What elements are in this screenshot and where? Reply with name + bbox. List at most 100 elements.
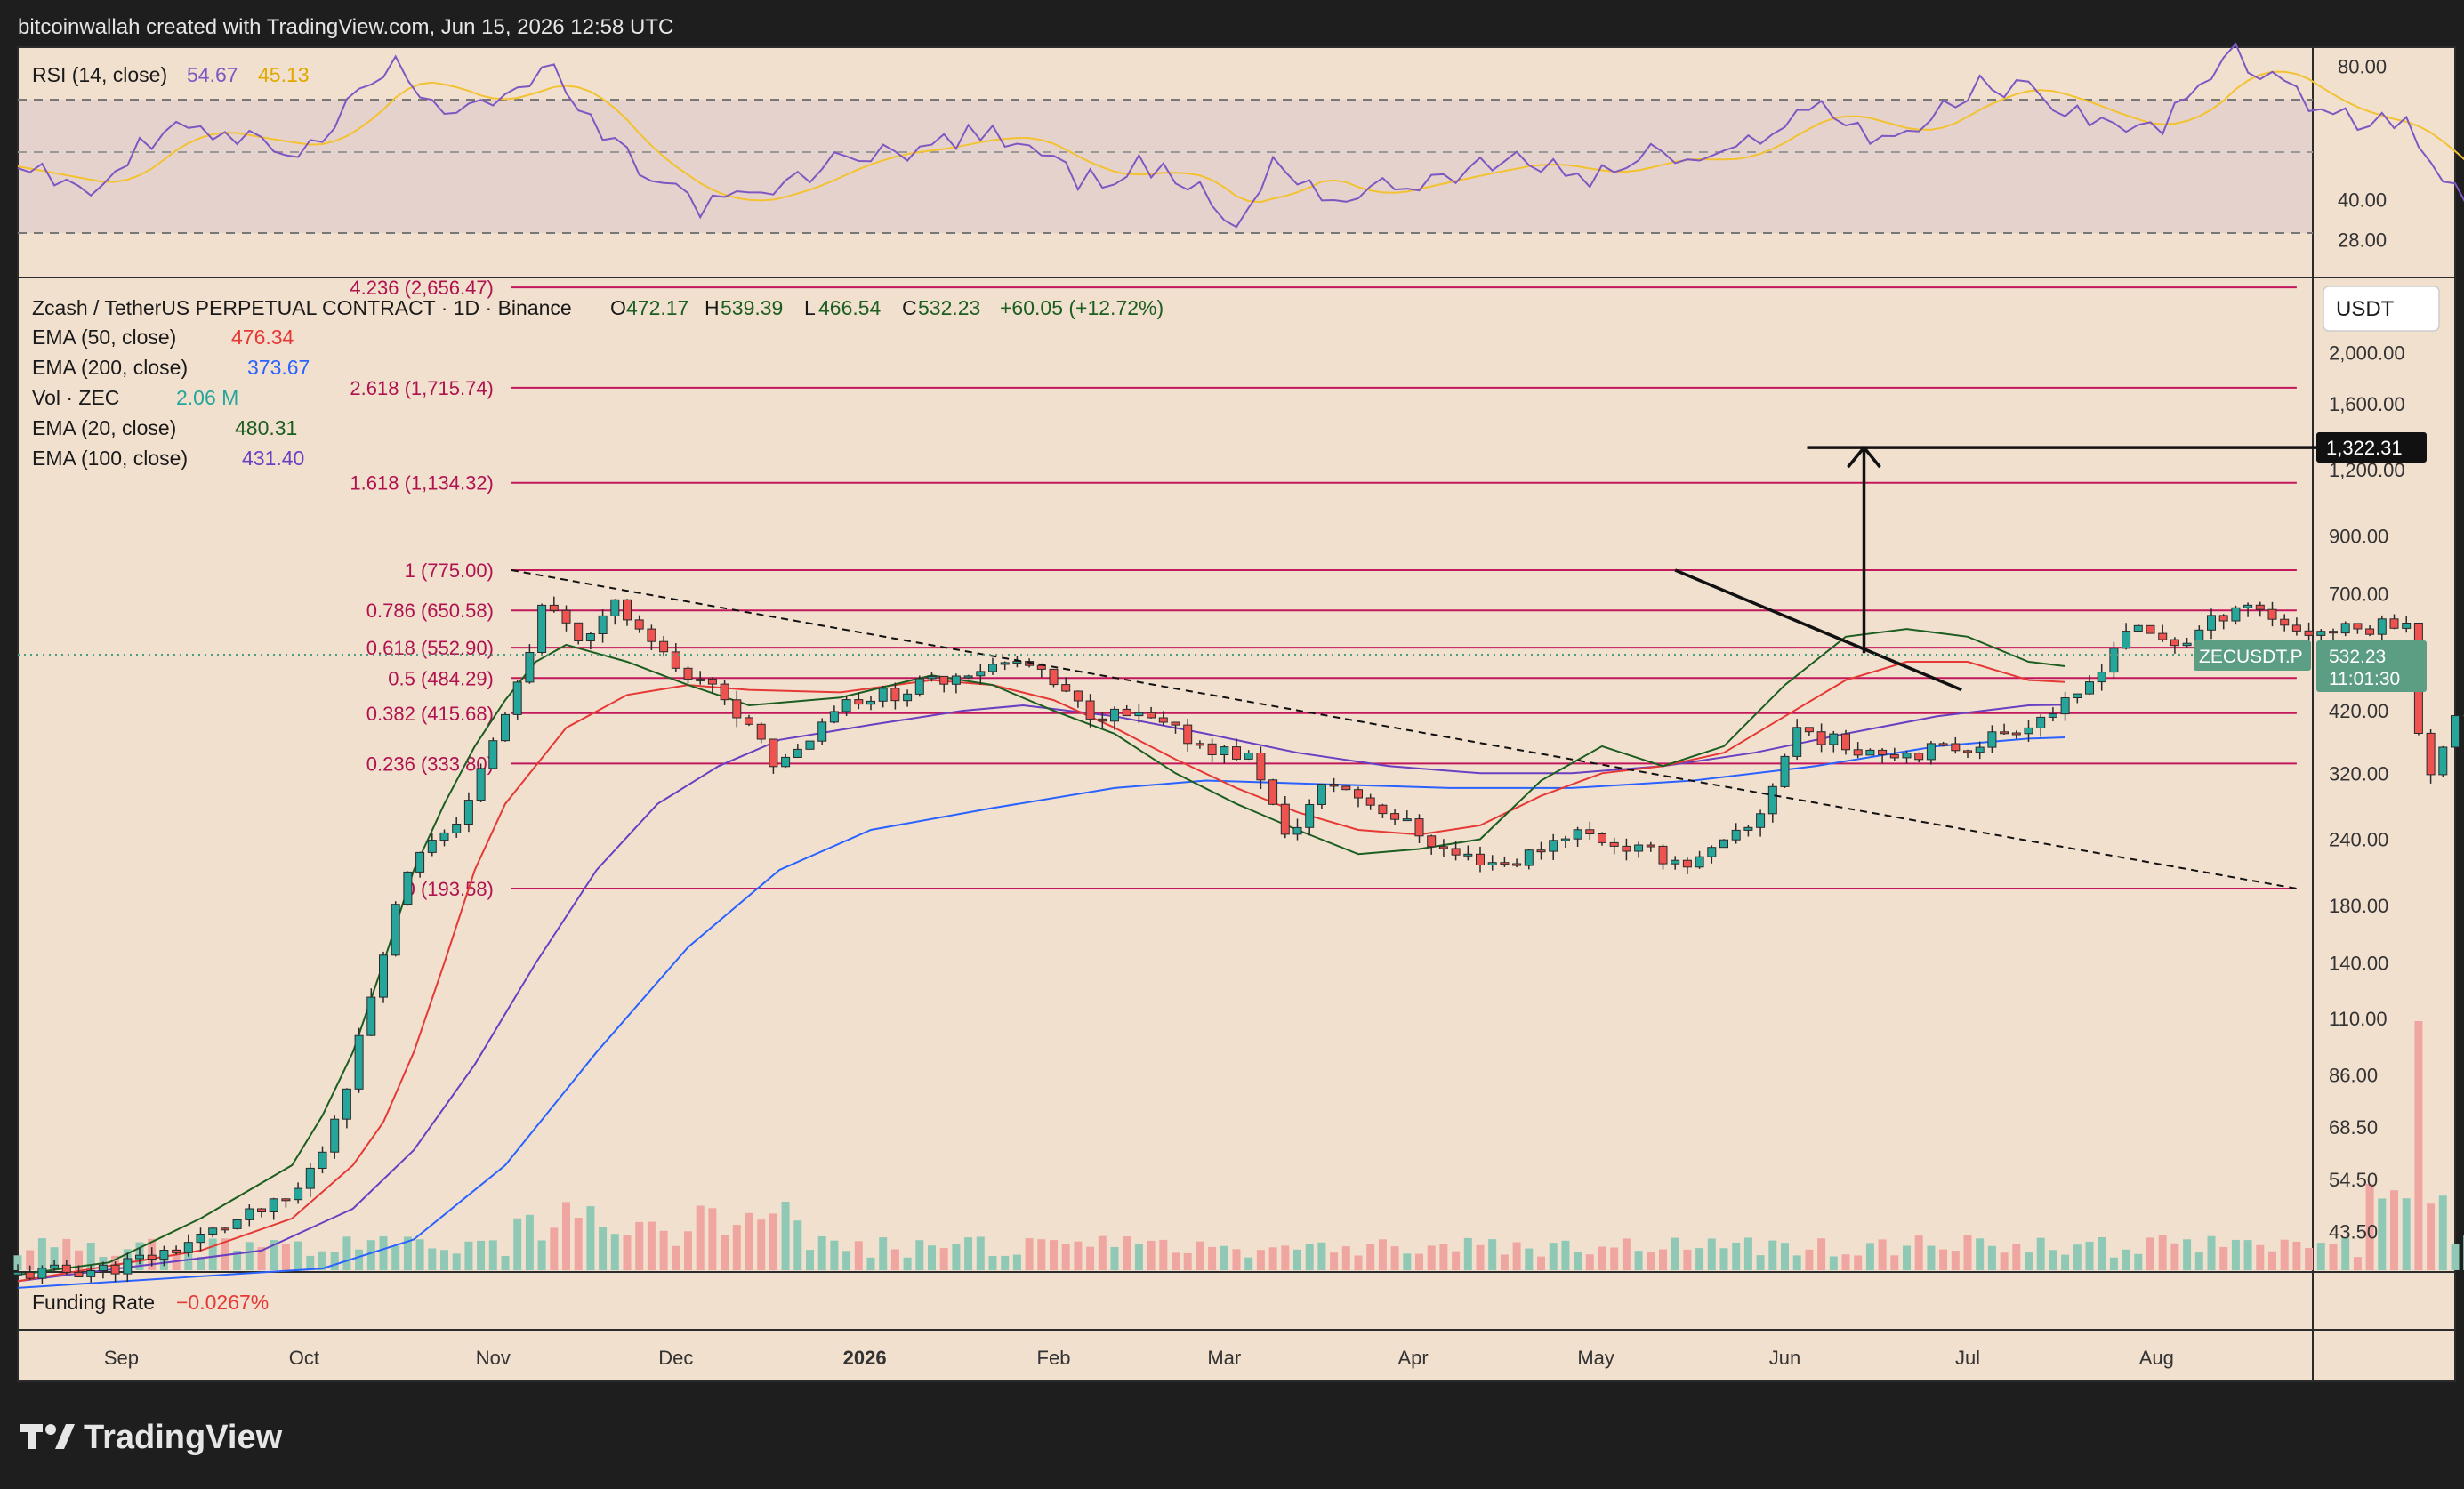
- volume-bar-down: [696, 1205, 705, 1270]
- candle-down: [1414, 818, 1424, 837]
- volume-bar-up: [440, 1250, 448, 1270]
- volume-bar-up: [1671, 1237, 1679, 1270]
- volume-bar-up: [2378, 1198, 2387, 1270]
- volume-bar-down: [1061, 1244, 1070, 1270]
- candle-up: [135, 1254, 144, 1260]
- candle-up: [1743, 826, 1753, 831]
- candle-up: [1902, 753, 1912, 759]
- volume-bar-up: [2025, 1252, 2033, 1270]
- fib-label: 0 (193.58): [405, 878, 494, 900]
- volume-bar-down: [2170, 1243, 2179, 1270]
- volume-bar-down: [562, 1202, 570, 1270]
- candle-down: [574, 622, 584, 641]
- volume-bar-up: [1001, 1255, 1010, 1270]
- target-price-tag-bg: [2316, 432, 2427, 463]
- volume-bar-up: [806, 1250, 814, 1270]
- volume-bar-up: [903, 1257, 912, 1270]
- candle-down: [1951, 743, 1961, 752]
- candle-down: [1329, 784, 1339, 787]
- candle-down: [1889, 753, 1899, 759]
- volume-bar-down: [1086, 1246, 1095, 1270]
- volume-bar-up: [233, 1250, 242, 1270]
- volume-bar-down: [1500, 1254, 1509, 1270]
- rsi-value: 54.67: [187, 63, 238, 86]
- candle-up: [452, 824, 462, 833]
- price-axis-label: 140.00: [2329, 953, 2388, 975]
- volume-bar-up: [415, 1239, 424, 1270]
- ohlc-open-label: O: [610, 296, 626, 319]
- candle-down: [1147, 712, 1156, 719]
- candle-up: [2402, 623, 2412, 629]
- volume-bar-down: [721, 1235, 729, 1270]
- volume-bar-down: [1390, 1246, 1399, 1270]
- candle-up: [1524, 849, 1534, 866]
- volume-bar-up: [355, 1249, 364, 1270]
- candle-up: [2133, 624, 2143, 632]
- volume-bar-down: [1683, 1249, 1692, 1270]
- volume-bar-up: [428, 1248, 437, 1270]
- candle-down: [1658, 845, 1668, 865]
- time-axis-label: Jul: [1955, 1347, 1980, 1369]
- candle-down: [1963, 750, 1972, 753]
- volume-bar-up: [2098, 1236, 2106, 1270]
- candle-down: [1122, 708, 1131, 717]
- candle-down: [890, 688, 900, 702]
- candle-down: [281, 1198, 291, 1202]
- candle-up: [963, 675, 973, 679]
- candle-down: [1841, 733, 1850, 751]
- price-axis-label: 1,600.00: [2329, 393, 2405, 415]
- candle-up: [1829, 733, 1839, 745]
- price-axis-label: 240.00: [2329, 829, 2388, 851]
- candle-down: [1171, 721, 1180, 726]
- volume-bar-up: [2183, 1239, 2192, 1270]
- candle-down: [2011, 732, 2021, 736]
- candle-up: [610, 599, 620, 616]
- candle-up: [2109, 648, 2119, 673]
- currency-button[interactable]: USDT: [2336, 297, 2395, 321]
- candle-up: [1634, 844, 1644, 852]
- candle-down: [2329, 631, 2338, 634]
- candle-down: [671, 651, 680, 669]
- volume-bar-down: [635, 1221, 644, 1270]
- ohlc-close: 532.23: [918, 296, 980, 319]
- volume-bar-up: [2316, 1243, 2325, 1270]
- volume-bar-down: [672, 1245, 680, 1270]
- candle-down: [1183, 724, 1193, 744]
- candle-up: [1573, 829, 1582, 840]
- candle-up: [927, 675, 937, 680]
- fib-label: 1 (775.00): [405, 559, 494, 582]
- solid-trendline: [1674, 568, 1962, 692]
- candle-up: [415, 851, 425, 873]
- volume-bar-down: [1415, 1253, 1423, 1270]
- candle-up: [342, 1088, 351, 1120]
- candle-up: [988, 664, 997, 672]
- fib-label: 0.618 (552.90): [366, 637, 494, 659]
- currency-button-bg[interactable]: [2323, 286, 2440, 332]
- volume-bar-up: [1743, 1237, 1752, 1270]
- volume-bar-up: [197, 1257, 205, 1270]
- candle-down: [2000, 731, 2009, 735]
- volume-bar-down: [1476, 1244, 1485, 1270]
- volume-bar-down: [1050, 1240, 1058, 1270]
- volume-bar-down: [2365, 1183, 2374, 1270]
- volume-bar-down: [2292, 1241, 2301, 1270]
- candle-up: [1926, 743, 1936, 761]
- volume-bar-up: [817, 1235, 826, 1270]
- countdown-tag: 11:01:30: [2329, 669, 2400, 689]
- volume-bar-down: [708, 1208, 717, 1270]
- legend-label: EMA (50, close): [32, 326, 176, 349]
- candle-down: [1158, 717, 1168, 723]
- ema200-line: [17, 736, 2065, 1289]
- tv-logo-icon: [20, 1424, 75, 1449]
- volume-bar-down: [1439, 1244, 1448, 1270]
- volume-bar-up: [13, 1255, 22, 1270]
- last-price-tag-bg: [2316, 640, 2427, 692]
- price-axis-label: 180.00: [2329, 895, 2388, 917]
- candle-up: [2060, 697, 2070, 715]
- volume-bar-down: [1805, 1249, 1814, 1270]
- candle-up: [781, 756, 791, 768]
- volume-bar-down: [684, 1231, 692, 1270]
- instrument-title: Zcash / TetherUS PERPETUAL CONTRACT · 1D…: [32, 296, 572, 319]
- candle-up: [2243, 604, 2253, 608]
